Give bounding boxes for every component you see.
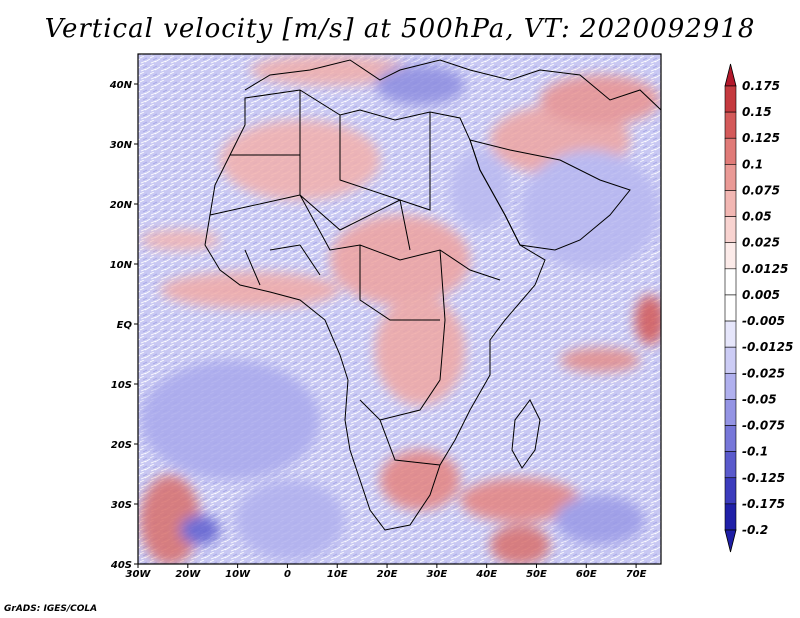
chart-title: Vertical velocity [m/s] at 500hPa, VT: 2… <box>44 14 756 44</box>
x-tick-label: 10E <box>327 569 348 580</box>
colorbar-bottom-arrow <box>724 529 737 553</box>
country-borders <box>209 90 501 466</box>
x-tick-label: 70E <box>626 569 647 580</box>
x-tick-label: 50E <box>526 569 547 580</box>
colorbar-segment <box>724 111 737 139</box>
colorbar-label: -0.2 <box>742 523 768 537</box>
colorbar-segment <box>724 268 737 296</box>
colorbar-segment <box>724 85 737 113</box>
x-tick-label: 30W <box>126 569 152 580</box>
colorbar-label: 0.15 <box>742 105 772 119</box>
colorbar-label: -0.125 <box>742 471 785 485</box>
plot-frame <box>137 53 662 565</box>
x-tick-label: 40E <box>475 569 497 580</box>
colorbar-label: 0.005 <box>742 288 780 302</box>
colorbar-segment <box>724 425 737 452</box>
colorbar-segment <box>724 399 737 426</box>
colorbar-label: -0.1 <box>742 445 768 459</box>
x-tick-label: 20E <box>377 569 398 580</box>
colorbar-segment <box>724 477 737 505</box>
grads-credit: GrADS: IGES/COLA <box>4 604 98 614</box>
madagascar-coastline <box>511 399 541 469</box>
europe-coastline <box>244 59 661 111</box>
colorbar-label: 0.075 <box>742 183 780 197</box>
y-tick-label: 20N <box>110 200 133 211</box>
colorbar-label: -0.075 <box>742 419 785 433</box>
x-tick-label: 60E <box>576 569 597 580</box>
colorbar-segment <box>724 320 737 348</box>
y-tick-label: 10N <box>110 260 133 271</box>
colorbar-label: -0.05 <box>742 392 777 406</box>
colorbar-segment <box>724 294 737 322</box>
x-tick-label: 30E <box>426 569 447 580</box>
y-tick-label: 30S <box>111 500 132 511</box>
colorbar: 0.175 0.15 0.125 0.1 0.075 0.05 0.025 0.0125 0.0… <box>724 63 793 553</box>
y-tick-label: 10S <box>111 380 132 391</box>
y-tick-label: 20S <box>111 440 132 451</box>
colorbar-segment <box>724 242 737 270</box>
y-tick-label: 40S <box>110 560 132 571</box>
colorbar-label: 0.0125 <box>742 262 788 276</box>
colorbar-label: -0.005 <box>742 314 785 328</box>
colorbar-segment <box>724 503 737 531</box>
colorbar-label: 0.125 <box>742 131 780 145</box>
colorbar-label: -0.175 <box>742 497 785 511</box>
colorbar-label: 0.05 <box>742 210 772 224</box>
x-axis: 30W 20W 10W 0 10E 20E 30E 40E 50E 60E 70E <box>126 564 647 580</box>
x-tick-label: 0 <box>284 569 291 580</box>
y-tick-label: 30N <box>110 140 133 151</box>
y-tick-label: 40N <box>109 80 133 91</box>
map-boundaries <box>204 59 661 531</box>
colorbar-segment <box>724 346 737 374</box>
colorbar-label: -0.025 <box>742 366 785 380</box>
africa-coastline <box>204 89 546 531</box>
colorbar-label: 0.175 <box>742 79 780 93</box>
y-axis: 40S 30S 20S 10S EQ 10N 20N 30N 40N <box>109 80 138 571</box>
colorbar-segment <box>724 372 737 400</box>
colorbar-top-arrow <box>724 63 737 87</box>
colorbar-segment <box>724 451 737 479</box>
colorbar-segment <box>724 190 737 217</box>
x-tick-label: 10W <box>225 569 251 580</box>
arabian-peninsula-coastline <box>469 139 631 251</box>
y-tick-label: EQ <box>117 320 133 331</box>
x-tick-label: 20W <box>175 569 201 580</box>
velocity-field <box>138 54 661 564</box>
colorbar-label: 0.025 <box>742 236 780 250</box>
colorbar-label: 0.1 <box>742 157 763 171</box>
colorbar-segment <box>724 137 737 165</box>
colorbar-segment <box>724 164 737 191</box>
colorbar-label: -0.0125 <box>742 340 793 354</box>
colorbar-segment <box>724 216 737 244</box>
